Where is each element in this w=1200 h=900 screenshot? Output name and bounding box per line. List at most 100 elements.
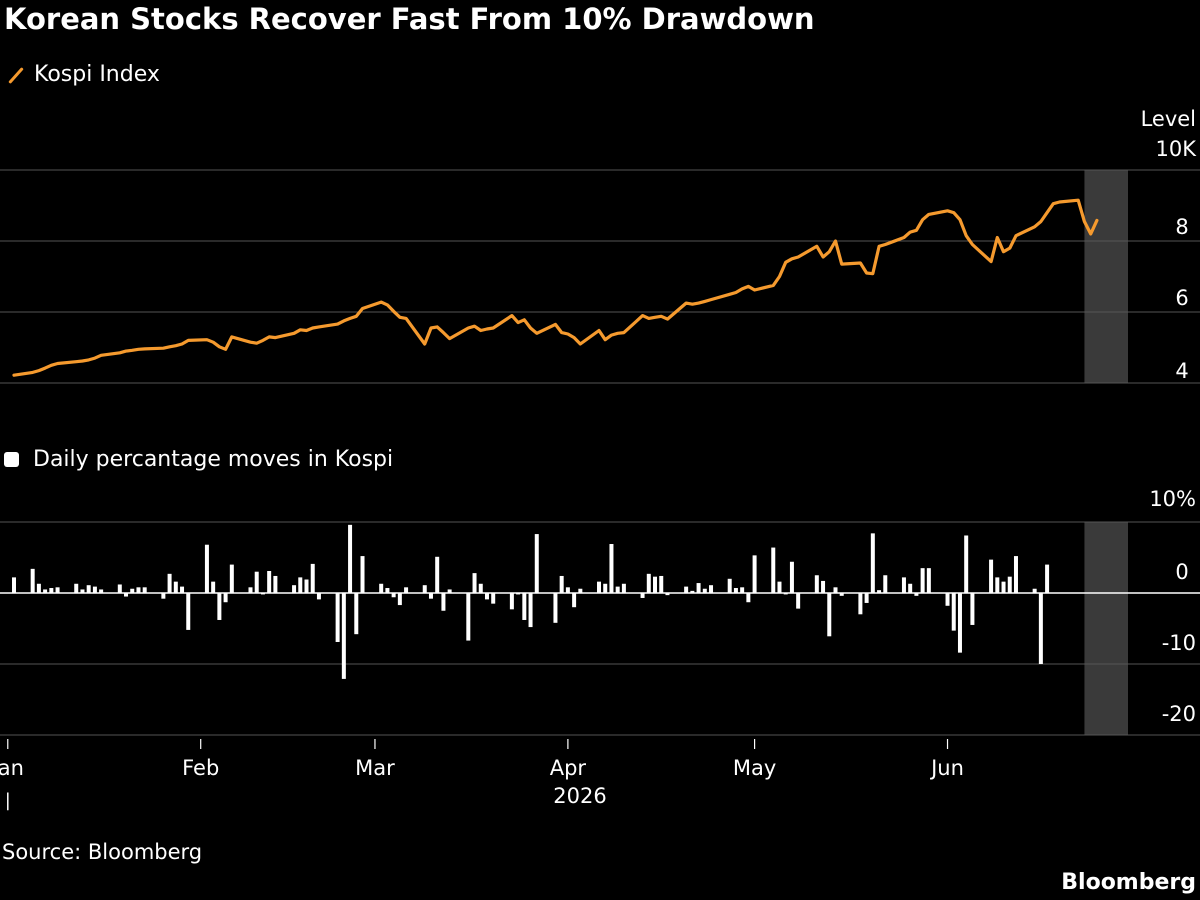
daily-move-bar xyxy=(740,587,745,593)
daily-move-bar xyxy=(653,576,658,593)
daily-move-bar xyxy=(1001,581,1006,593)
x-tick-label: Jan xyxy=(0,756,24,780)
daily-move-bar xyxy=(130,588,135,593)
daily-move-bar xyxy=(180,586,185,593)
x-tick-label: Jun xyxy=(929,756,964,780)
legend-daily-moves: Daily percantage moves in Kospi xyxy=(4,447,393,472)
daily-move-bar xyxy=(528,593,533,628)
daily-move-bar xyxy=(597,581,602,593)
daily-move-bar xyxy=(428,593,433,599)
daily-move-bar xyxy=(920,568,925,593)
daily-move-bar xyxy=(659,575,664,593)
legend-kospi-index: Kospi Index xyxy=(4,62,160,87)
daily-move-bar xyxy=(92,586,97,593)
daily-move-bar xyxy=(447,589,452,593)
legend-label: Kospi Index xyxy=(34,62,160,87)
daily-move-bar xyxy=(957,593,962,653)
daily-move-bar xyxy=(267,570,272,593)
daily-move-bar xyxy=(441,593,446,611)
y-tick-label: -10 xyxy=(1162,631,1196,655)
daily-move-bar xyxy=(553,593,558,623)
daily-move-bar xyxy=(621,583,626,593)
daily-move-bar xyxy=(864,593,869,603)
daily-move-bar xyxy=(74,583,79,593)
daily-move-bar xyxy=(746,593,751,603)
daily-move-bar xyxy=(640,593,645,598)
daily-move-bar xyxy=(99,589,104,593)
daily-move-bar xyxy=(422,585,427,593)
bar-legend-icon xyxy=(4,452,19,467)
daily-move-bar xyxy=(1045,564,1050,593)
daily-move-bar xyxy=(951,593,956,631)
daily-move-bar xyxy=(1038,593,1043,664)
daily-move-bar xyxy=(1007,576,1012,593)
daily-move-bar xyxy=(472,573,477,593)
daily-move-bar xyxy=(578,588,583,593)
daily-move-bar xyxy=(684,586,689,593)
daily-move-bar xyxy=(646,573,651,593)
daily-move-bar xyxy=(36,583,41,593)
daily-move-bar xyxy=(167,573,172,593)
daily-move-bar xyxy=(926,568,931,593)
daily-move-bar xyxy=(223,593,228,603)
daily-move-bar xyxy=(173,581,178,593)
daily-move-bar xyxy=(435,556,440,593)
daily-move-bar xyxy=(522,593,527,620)
daily-move-bar xyxy=(304,579,309,593)
daily-move-bar xyxy=(204,544,209,593)
daily-move-bar xyxy=(341,593,346,679)
daily-move-bar xyxy=(316,593,321,600)
daily-move-bar xyxy=(43,589,48,593)
daily-move-bar xyxy=(603,583,608,593)
daily-move-bar xyxy=(385,588,390,593)
daily-move-bar xyxy=(55,587,60,593)
y-tick-label: 10% xyxy=(1149,487,1196,511)
legend-label: Daily percantage moves in Kospi xyxy=(33,447,394,472)
daily-move-bar xyxy=(789,561,794,593)
daily-move-bar xyxy=(572,593,577,608)
daily-move-bar xyxy=(391,593,396,598)
daily-move-bar xyxy=(379,583,384,593)
kospi-index-line xyxy=(12,198,1099,377)
daily-move-bar xyxy=(565,587,570,593)
daily-move-bar xyxy=(509,593,514,610)
x-tick-label: Mar xyxy=(355,756,395,780)
daily-move-bar xyxy=(30,568,35,593)
daily-move-bar xyxy=(136,587,141,593)
x-axis-year-label: 2026 xyxy=(553,784,606,808)
daily-move-bar xyxy=(914,593,919,596)
daily-move-bar xyxy=(466,593,471,641)
daily-move-bar xyxy=(360,556,365,593)
daily-move-bar xyxy=(709,585,714,593)
daily-move-bar xyxy=(796,593,801,609)
daily-move-bar xyxy=(777,581,782,593)
daily-move-bar xyxy=(254,571,259,593)
daily-move-bar xyxy=(310,563,315,593)
kospi-index-panel: Level 10K 8 6 4 xyxy=(0,107,1200,384)
daily-move-bar xyxy=(80,589,85,593)
x-tick-label: Feb xyxy=(182,756,219,780)
daily-move-bar xyxy=(49,588,54,593)
daily-move-bar xyxy=(752,555,757,593)
daily-move-bar xyxy=(298,577,303,593)
daily-move-bar xyxy=(12,577,16,593)
daily-moves-panel: 10% 0 -10 -20 xyxy=(0,487,1200,736)
daily-move-bar xyxy=(217,593,222,620)
x-tick-label: Apr xyxy=(550,756,587,780)
daily-move-bar xyxy=(397,593,402,606)
daily-move-bar xyxy=(211,581,216,593)
daily-move-bar xyxy=(348,524,353,593)
daily-move-bar xyxy=(908,583,913,593)
daily-move-bar xyxy=(771,547,776,593)
daily-move-bar xyxy=(1013,556,1018,593)
daily-move-bar xyxy=(559,575,564,593)
daily-move-bar xyxy=(970,593,975,625)
bloomberg-logo: Bloomberg xyxy=(1061,870,1196,895)
daily-move-bar xyxy=(696,583,701,593)
x-axis: Jan Feb Mar Apr May Jun | 2026 xyxy=(0,739,964,811)
daily-move-bar xyxy=(883,575,888,593)
daily-move-bar xyxy=(858,593,863,615)
daily-move-bar xyxy=(491,593,496,604)
y-tick-label: -20 xyxy=(1162,702,1196,726)
daily-move-bar xyxy=(665,593,670,596)
